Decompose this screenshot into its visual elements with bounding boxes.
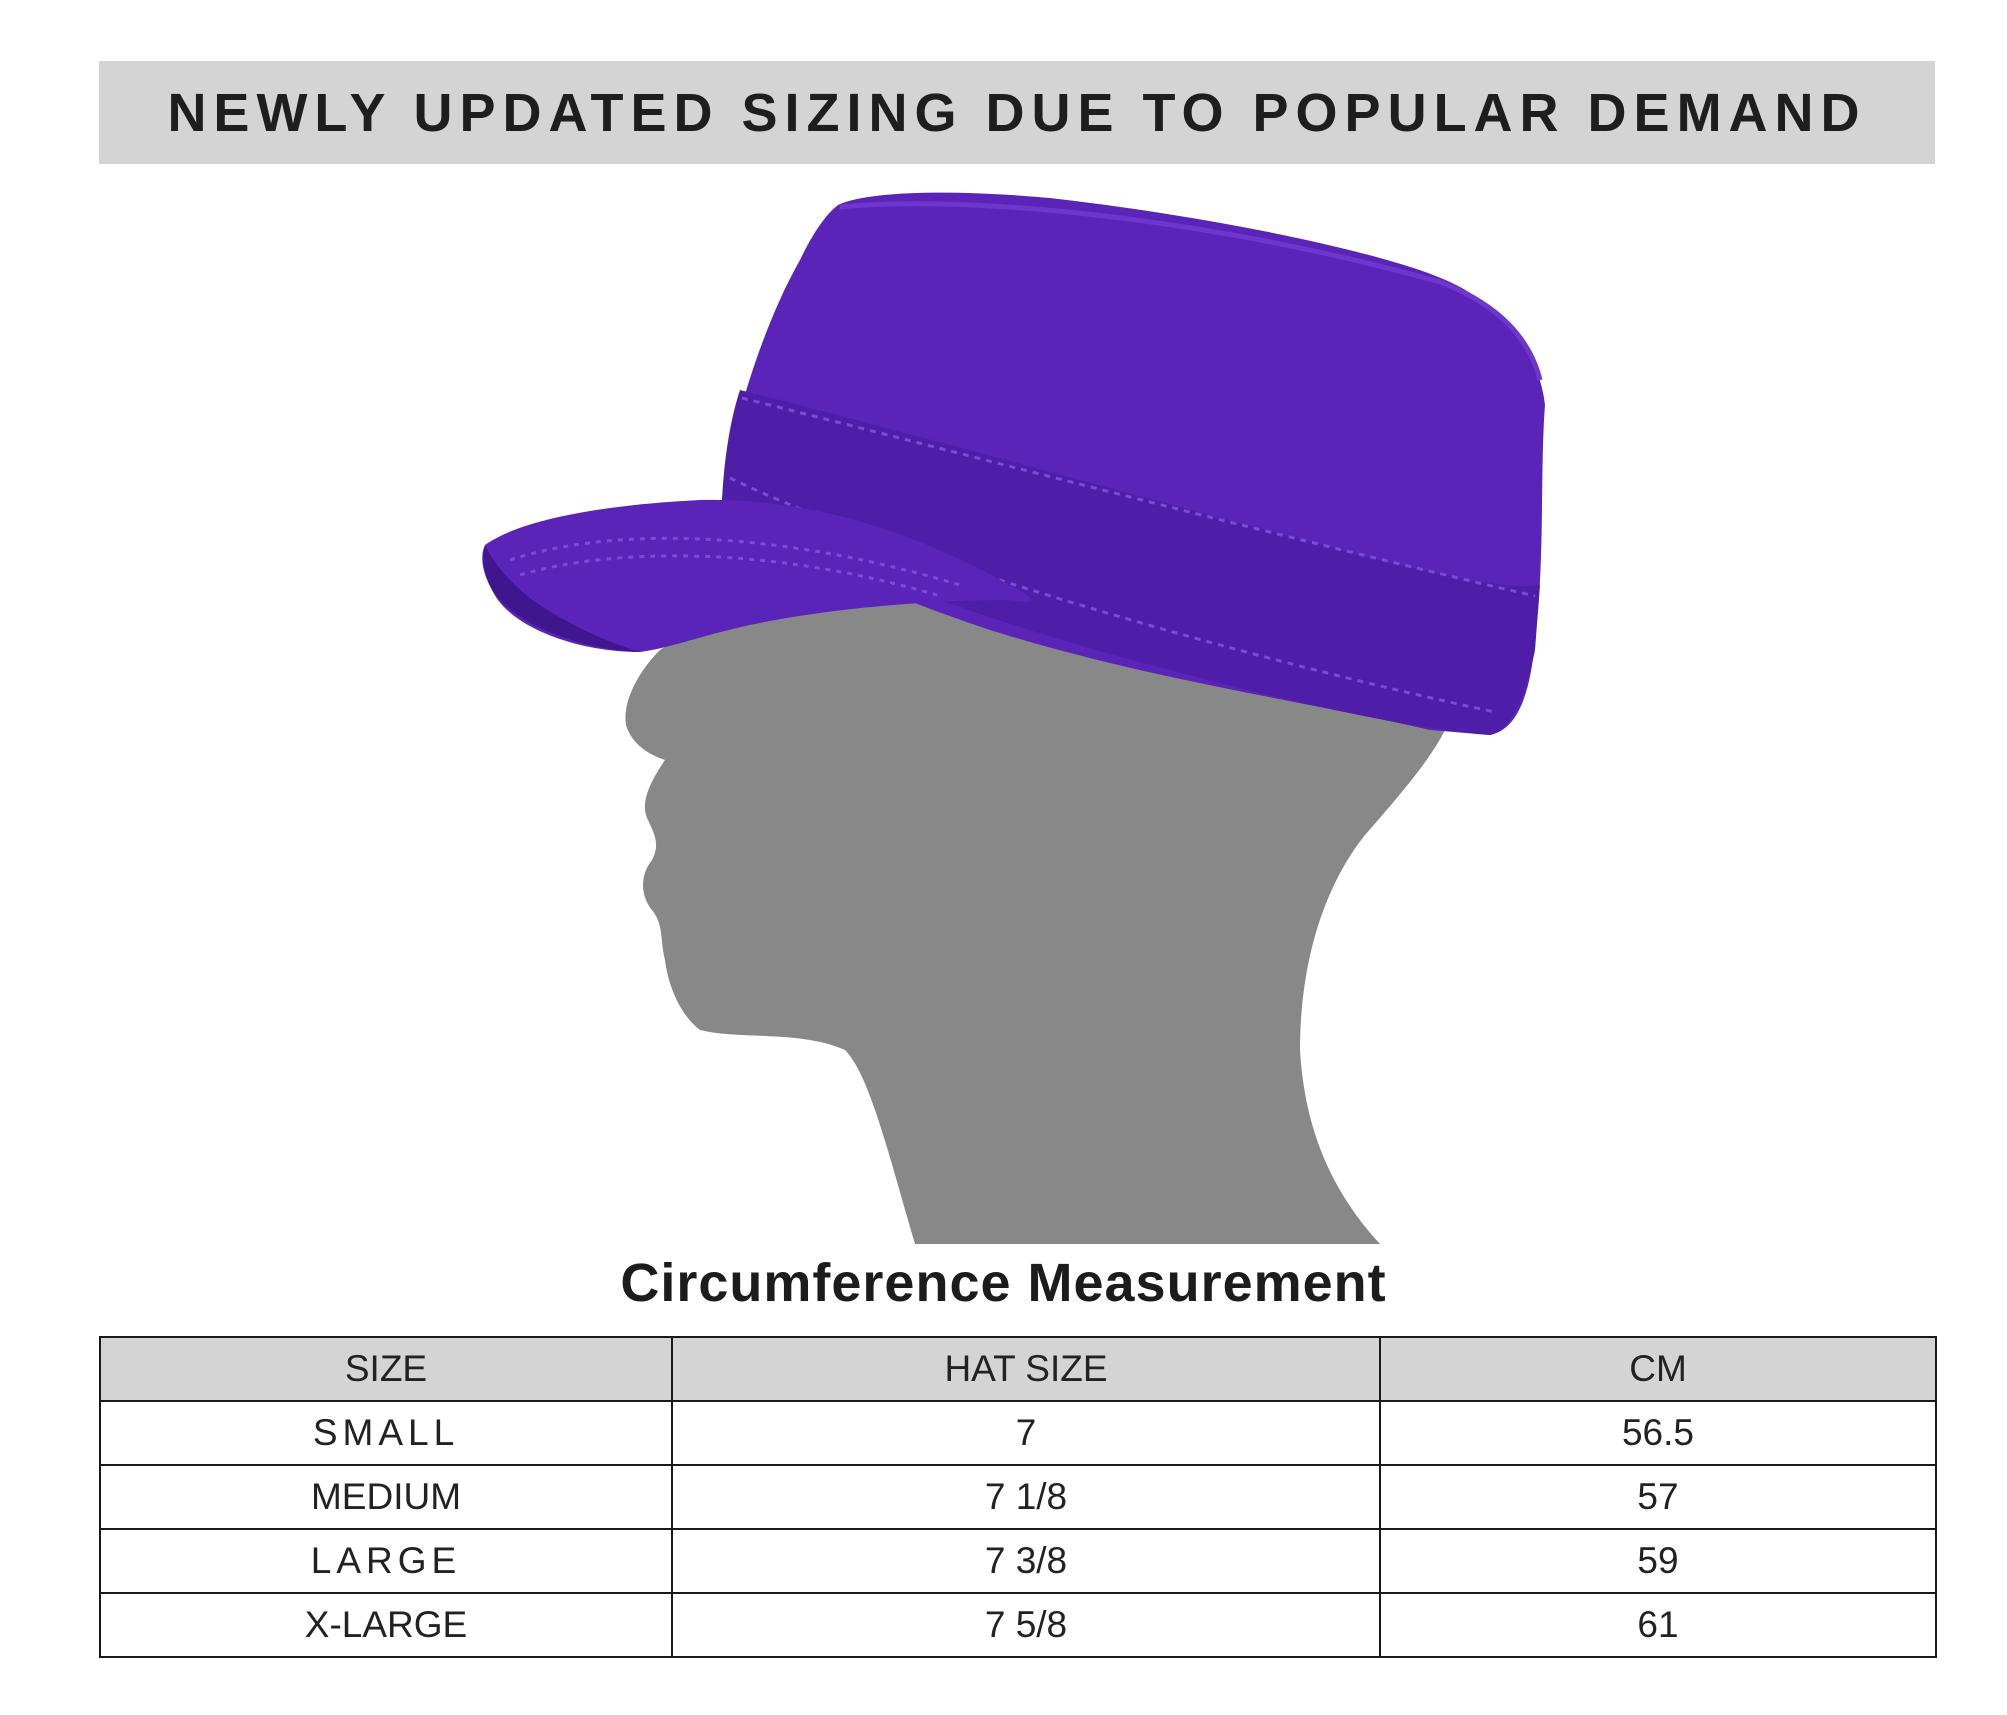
size-cell: X-LARGE (99, 1592, 673, 1658)
cm-cell: 59 (1379, 1528, 1937, 1594)
size-cell: MEDIUM (99, 1464, 673, 1530)
hat-size-cell: 7 3/8 (671, 1528, 1381, 1594)
table-header-row: SIZE HAT SIZE CM (99, 1336, 1937, 1402)
table-row: MEDIUM 7 1/8 57 (99, 1464, 1937, 1530)
column-header-size: SIZE (99, 1336, 673, 1402)
column-header-cm: CM (1379, 1336, 1937, 1402)
hat-size-cell: 7 5/8 (671, 1592, 1381, 1658)
table-row: LARGE 7 3/8 59 (99, 1528, 1937, 1594)
cadet-cap-icon (482, 192, 1545, 736)
table-title: Circumference Measurement (620, 1253, 1387, 1313)
table-row: X-LARGE 7 5/8 61 (99, 1592, 1937, 1658)
header-banner: NEWLY UPDATED SIZING DUE TO POPULAR DEMA… (99, 61, 1935, 164)
hat-on-head-illustration (482, 192, 1545, 1244)
size-chart-table: SIZE HAT SIZE CM SMALL 7 56.5 MEDIUM 7 1… (99, 1336, 1937, 1658)
cm-cell: 61 (1379, 1592, 1937, 1658)
size-cell: LARGE (99, 1528, 673, 1594)
head-silhouette-icon (625, 554, 1450, 1244)
hat-size-cell: 7 (671, 1400, 1381, 1466)
cm-cell: 57 (1379, 1464, 1937, 1530)
size-cell: SMALL (99, 1400, 673, 1466)
table-row: SMALL 7 56.5 (99, 1400, 1937, 1466)
banner-title: NEWLY UPDATED SIZING DUE TO POPULAR DEMA… (167, 82, 1867, 143)
column-header-hat-size: HAT SIZE (671, 1336, 1381, 1402)
cm-cell: 56.5 (1379, 1400, 1937, 1466)
hat-size-cell: 7 1/8 (671, 1464, 1381, 1530)
